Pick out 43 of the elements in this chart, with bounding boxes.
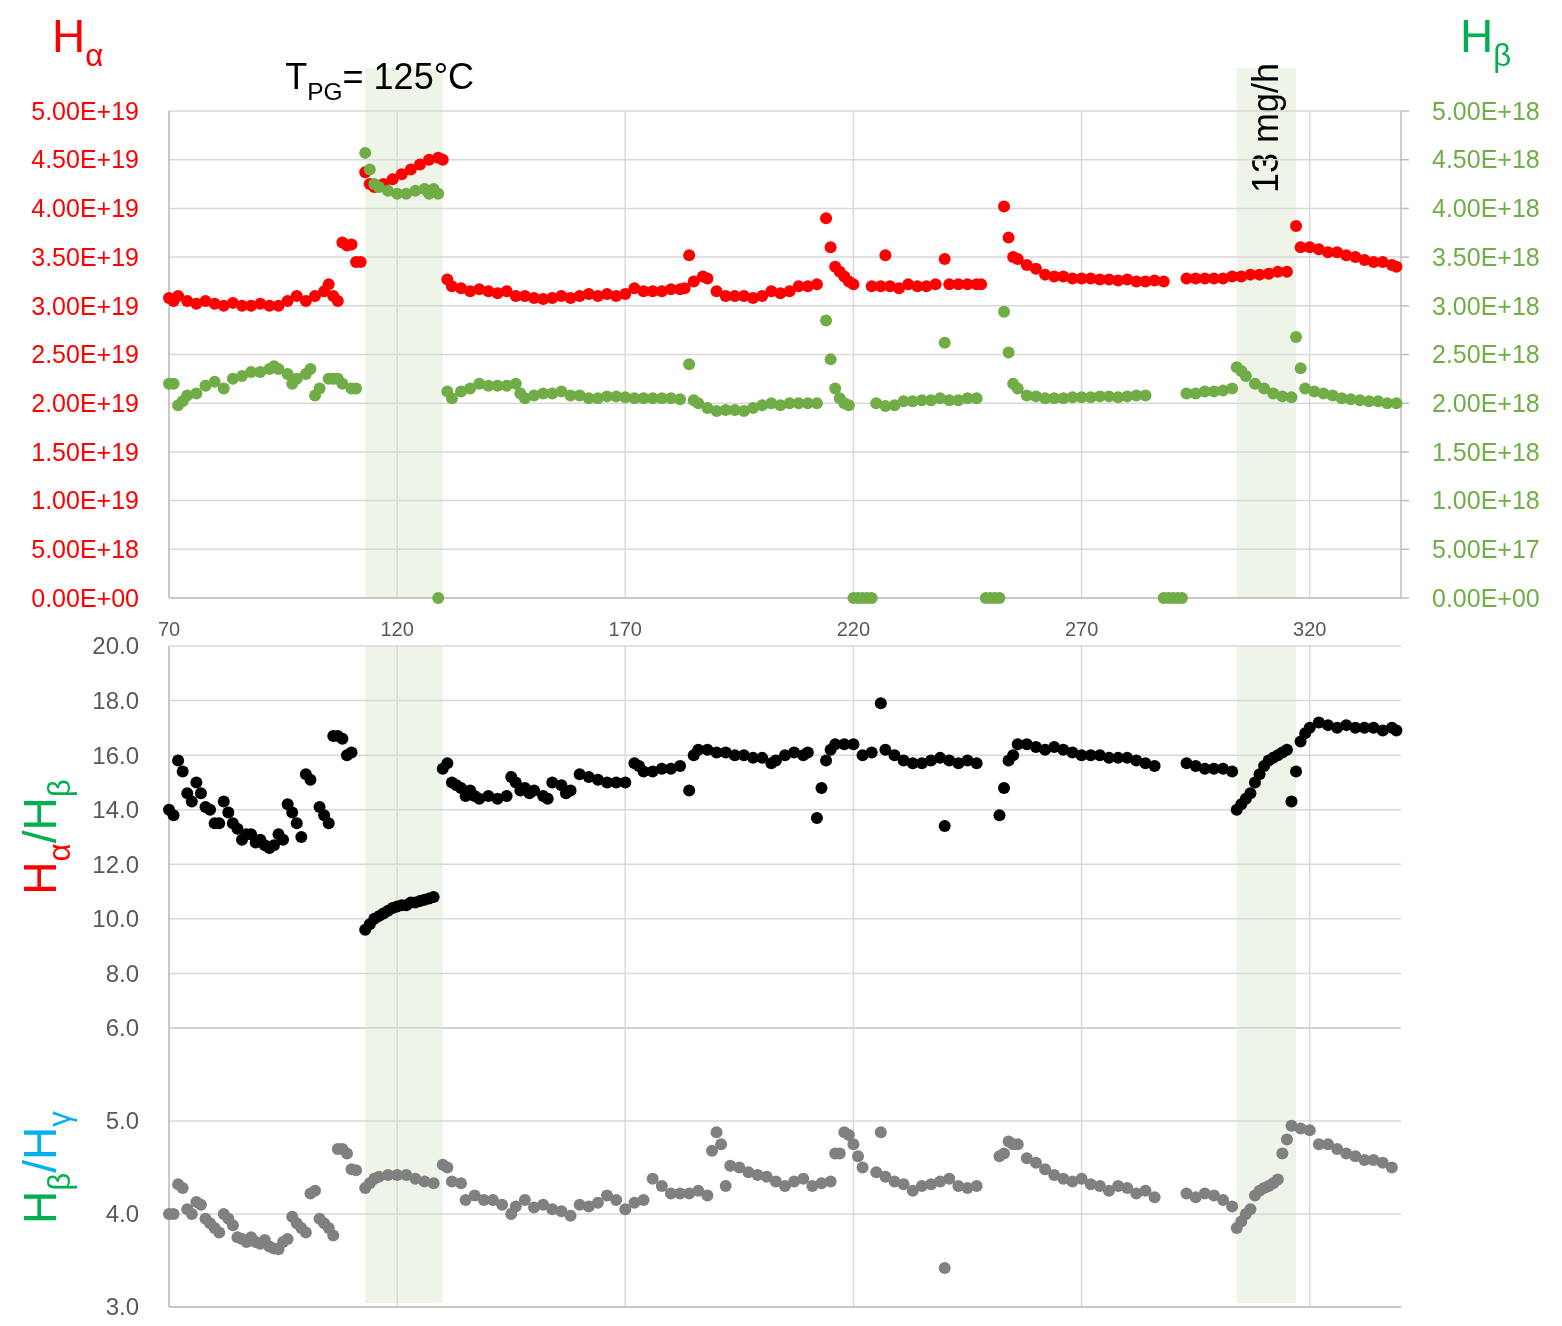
y-tick-label: 1.50E+19: [31, 437, 139, 466]
band-label: 13 mg/h: [1245, 62, 1287, 193]
y2-tick-label: 3.50E+18: [1432, 242, 1540, 271]
y-tick-label: 3.50E+19: [31, 242, 139, 271]
x-tick-label: 220: [836, 618, 871, 640]
y-tick-label: 3.0: [105, 1293, 139, 1321]
y-tick-label: 12.0: [92, 850, 139, 878]
x-tick-label: 320: [1293, 618, 1327, 640]
y2-tick-label: 2.50E+18: [1432, 340, 1540, 369]
y-tick-label: 16.0: [92, 741, 139, 769]
y2-tick-label: 4.00E+18: [1432, 194, 1540, 223]
y-tick-label: 10.0: [92, 905, 139, 933]
y-tick-label: 5.00E+19: [31, 96, 139, 125]
y-tick-label: 8.0: [105, 959, 139, 987]
y2-tick-label: 2.00E+18: [1432, 388, 1540, 417]
y-tick-label: 2.00E+19: [31, 388, 139, 417]
y2-tick-label: 1.00E+18: [1432, 486, 1540, 515]
y-tick-label: 5.0: [105, 1107, 139, 1135]
y-tick-label: 4.0: [105, 1200, 139, 1228]
y2-tick-label: 0.00E+00: [1432, 583, 1540, 612]
y2-tick-label: 5.00E+18: [1432, 96, 1540, 125]
y-tick-label: 4.00E+19: [31, 194, 139, 223]
x-tick-label: 270: [1064, 618, 1099, 640]
y2-axis-title: H$_{β}$: [1460, 10, 1512, 73]
y-tick-label: 2.50E+19: [31, 340, 139, 369]
y-tick-label: 18.0: [92, 686, 139, 714]
x-tick-label: 120: [380, 618, 414, 640]
y-tick-label: 3.00E+19: [31, 291, 139, 320]
y2-tick-label: 3.00E+18: [1432, 291, 1540, 320]
y2-tick-label: 1.50E+18: [1432, 437, 1540, 466]
y2-tick-label: 5.00E+17: [1432, 535, 1540, 564]
y-tick-label: 0.00E+00: [31, 583, 139, 612]
x-tick-label: 170: [608, 618, 642, 640]
band-label: T$_{PG}$= 125°C: [285, 56, 475, 105]
y-tick-label: 1.00E+19: [31, 486, 139, 515]
y-tick-label: 20.0: [92, 632, 139, 660]
x-tick-label: 70: [157, 618, 181, 640]
y-tick-label: 6.0: [105, 1014, 139, 1042]
y2-tick-label: 4.50E+18: [1432, 145, 1540, 174]
y-tick-label: 4.50E+19: [31, 145, 139, 174]
y-axis-title: H$_{α}$: [52, 10, 104, 73]
y-tick-label: 14.0: [92, 796, 139, 824]
y-tick-label: 5.00E+18: [31, 535, 139, 564]
